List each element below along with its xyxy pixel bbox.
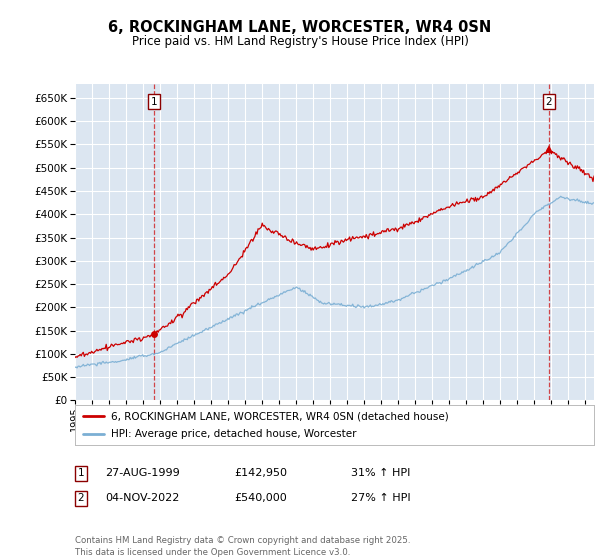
Text: 27% ↑ HPI: 27% ↑ HPI	[351, 493, 410, 503]
Text: £540,000: £540,000	[234, 493, 287, 503]
Text: 1: 1	[77, 468, 85, 478]
Text: 04-NOV-2022: 04-NOV-2022	[105, 493, 179, 503]
Text: 27-AUG-1999: 27-AUG-1999	[105, 468, 180, 478]
Text: 6, ROCKINGHAM LANE, WORCESTER, WR4 0SN: 6, ROCKINGHAM LANE, WORCESTER, WR4 0SN	[109, 20, 491, 35]
Text: 2: 2	[77, 493, 85, 503]
Text: 2: 2	[545, 97, 552, 106]
Text: Contains HM Land Registry data © Crown copyright and database right 2025.
This d: Contains HM Land Registry data © Crown c…	[75, 536, 410, 557]
Text: 6, ROCKINGHAM LANE, WORCESTER, WR4 0SN (detached house): 6, ROCKINGHAM LANE, WORCESTER, WR4 0SN (…	[112, 411, 449, 421]
Text: 1: 1	[151, 97, 157, 106]
Text: 31% ↑ HPI: 31% ↑ HPI	[351, 468, 410, 478]
Text: HPI: Average price, detached house, Worcester: HPI: Average price, detached house, Worc…	[112, 429, 357, 439]
Text: Price paid vs. HM Land Registry's House Price Index (HPI): Price paid vs. HM Land Registry's House …	[131, 35, 469, 48]
Text: £142,950: £142,950	[234, 468, 287, 478]
